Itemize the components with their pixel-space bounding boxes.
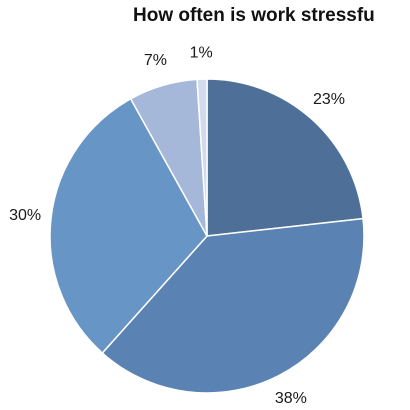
- pie-slice-30pct: [49, 97, 208, 355]
- pie-label-38pct: 38%: [275, 390, 307, 407]
- pie-slices: [49, 78, 365, 394]
- pie-label-1pct: 1%: [190, 45, 213, 62]
- pie-slice-1pct: [196, 78, 208, 237]
- pie-label-30pct: 30%: [9, 207, 41, 224]
- pie-label-23pct: 23%: [313, 91, 345, 108]
- pie-slice-23pct: [206, 78, 364, 237]
- pie-labels: 23% 38% 30% 7% 1%: [9, 45, 345, 408]
- pie-label-7pct: 7%: [144, 52, 167, 69]
- pie-slice-38pct: [101, 217, 365, 394]
- chart-title: How often is work stressfu: [133, 5, 375, 26]
